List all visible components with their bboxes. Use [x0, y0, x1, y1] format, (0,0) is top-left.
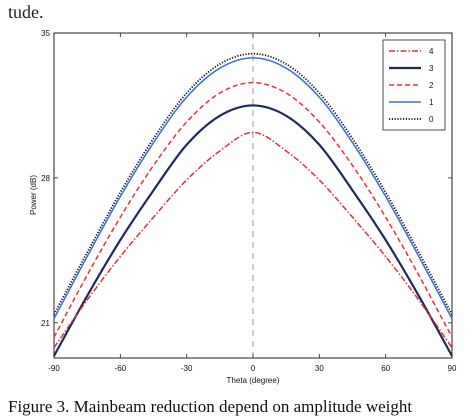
series-line-1: [53, 57, 453, 320]
legend-items: 4 3 2 1 0: [389, 47, 434, 124]
x-axis-label: Theta (degree): [227, 376, 280, 385]
legend-label-2: 2: [429, 81, 434, 90]
series-line-2: [53, 81, 453, 338]
x-tick-label: 90: [448, 364, 457, 373]
y-tick-label: 21: [41, 319, 50, 328]
legend-label-1: 1: [429, 98, 434, 107]
y-tick-label: 35: [41, 29, 50, 38]
x-tick-label: 0: [251, 364, 256, 373]
x-tick-label: 30: [315, 364, 324, 373]
legend-label-3: 3: [429, 64, 434, 73]
y-tick-label: 28: [41, 174, 50, 183]
legend-label-4: 4: [429, 47, 434, 56]
x-tick-label: -30: [181, 364, 193, 373]
x-tick-label: 60: [381, 364, 390, 373]
y-axis-label: Power (dB): [29, 175, 38, 215]
legend-label-0: 0: [429, 115, 434, 124]
series-layer: [53, 52, 453, 357]
legend: 4 3 2 1 0: [382, 39, 446, 131]
figure-caption: Figure 3. Mainbeam reduction depend on a…: [8, 397, 412, 416]
x-tick-label: -90: [48, 364, 60, 373]
series-line-4: [53, 131, 453, 349]
top-text-fragment: tude.: [8, 2, 44, 22]
series-line-3: [53, 104, 453, 357]
x-tick-label: -60: [115, 364, 127, 373]
